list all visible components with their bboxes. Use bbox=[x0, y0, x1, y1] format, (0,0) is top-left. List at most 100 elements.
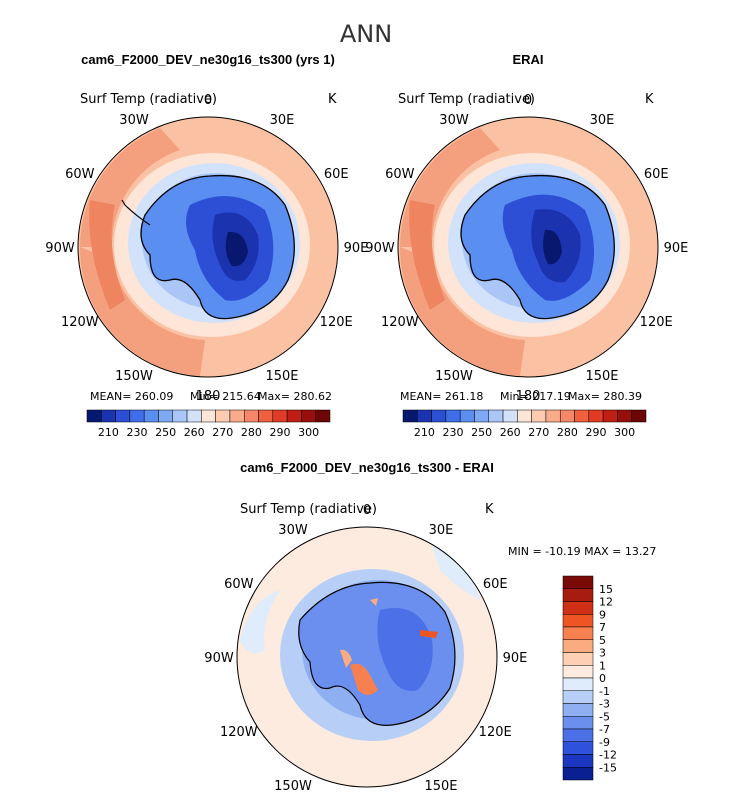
panel-b-lon-label: 120W bbox=[381, 315, 419, 330]
panel-a-units-label: K bbox=[328, 92, 337, 107]
panel-c-colorbar-cell bbox=[562, 601, 594, 615]
panel-b-lon-label: 30E bbox=[590, 113, 615, 128]
panel-a-lon-label: 30E bbox=[270, 113, 295, 128]
panel-c-lon-label: 0 bbox=[363, 503, 371, 518]
panel-c-lon-label: 120W bbox=[220, 725, 258, 740]
panel-c-units-label: K bbox=[485, 502, 494, 517]
panel-a-colorbar-tick: 210 bbox=[98, 426, 119, 439]
panel-c-colorbar-cell bbox=[562, 614, 594, 628]
panel-c-colorbar-tick: 5 bbox=[599, 634, 606, 647]
panel-a-colorbar-cell bbox=[129, 409, 145, 423]
panel-b-map bbox=[398, 117, 658, 377]
panel-a-colorbar-cell bbox=[115, 409, 131, 423]
panel-c-colorbar-cell bbox=[562, 652, 594, 666]
panel-c-colorbar-tick: 7 bbox=[599, 621, 606, 634]
panel-c-colorbar-cell bbox=[562, 703, 594, 717]
panel-b-colorbar-cell bbox=[474, 409, 490, 423]
panel-c-colorbar-tick: 1 bbox=[599, 659, 606, 672]
panel-c-colorbar-cell bbox=[562, 741, 594, 755]
panel-b-colorbar-cell bbox=[431, 409, 447, 423]
panel-c-colorbar-cell bbox=[562, 665, 594, 679]
panel-b-colorbar-cell bbox=[517, 409, 532, 423]
panel-b-lon-label: 90W bbox=[365, 241, 395, 256]
panel-c-minmax: MIN = -10.19 MAX = 13.27 bbox=[508, 545, 656, 558]
panel-b-colorbar-cell bbox=[531, 409, 547, 423]
panel-b-units-label: K bbox=[645, 92, 654, 107]
panel-b-colorbar-tick: 230 bbox=[443, 426, 464, 439]
panel-c-title: cam6_F2000_DEV_ne30g16_ts300 - ERAI bbox=[240, 460, 494, 475]
panel-c-lon-label: 30W bbox=[278, 523, 308, 538]
panel-b-colorbar-cell bbox=[545, 409, 561, 423]
panel-a-lon-label: 120E bbox=[320, 315, 353, 330]
panel-a-colorbar-cell bbox=[301, 409, 316, 423]
panel-b-colorbar-cell bbox=[574, 409, 590, 423]
panel-b-colorbar-tick: 300 bbox=[614, 426, 635, 439]
panel-c-colorbar-cell bbox=[562, 690, 594, 704]
panel-b-colorbar-cell bbox=[488, 409, 504, 423]
panel-c-variable-label: Surf Temp (radiative) bbox=[240, 502, 377, 517]
panel-a-colorbar-cell bbox=[229, 409, 245, 423]
panel-b-lon-label: 180 bbox=[516, 389, 541, 404]
panel-a-colorbar-cell bbox=[258, 409, 274, 423]
panel-b-lon-label: 30W bbox=[439, 113, 469, 128]
panel-c-colorbar-tick: -15 bbox=[599, 761, 617, 774]
panel-b-colorbar-cell bbox=[402, 409, 418, 423]
panel-a-colorbar-cell bbox=[286, 409, 302, 423]
panel-a-stat: Max= 280.62 bbox=[258, 390, 332, 403]
panel-b-colorbar-cell bbox=[559, 409, 575, 423]
panel-c-colorbar-cell bbox=[562, 716, 594, 730]
panel-a-lon-label: 150W bbox=[115, 369, 153, 384]
panel-a-lon-label: 60E bbox=[324, 167, 349, 182]
panel-c-lon-label: 150W bbox=[274, 779, 312, 794]
panel-b-colorbar-cell bbox=[602, 409, 618, 423]
panel-c-colorbar-cell bbox=[562, 639, 594, 653]
panel-b-colorbar-cell bbox=[459, 409, 475, 423]
panel-c-colorbar-cell bbox=[562, 767, 594, 781]
panel-a-colorbar-tick: 230 bbox=[127, 426, 148, 439]
panel-c-colorbar-cell bbox=[562, 677, 594, 691]
panel-b-colorbar-tick: 250 bbox=[471, 426, 492, 439]
panel-a-colorbar-cell bbox=[201, 409, 216, 423]
panel-a-colorbar-cell bbox=[143, 409, 159, 423]
panel-c-colorbar-tick: -7 bbox=[599, 723, 610, 736]
panel-c-lon-label: 120E bbox=[479, 725, 512, 740]
panel-b-stat: Min= 217.19 bbox=[500, 390, 571, 403]
panel-a-colorbar-cell bbox=[158, 409, 174, 423]
panel-b-variable-label: Surf Temp (radiative) bbox=[398, 92, 535, 107]
panel-b-colorbar-tick: 210 bbox=[414, 426, 435, 439]
panel-a-colorbar-cell bbox=[315, 409, 331, 423]
panel-b-colorbar-cell bbox=[445, 409, 461, 423]
panel-b-title: ERAI bbox=[512, 52, 543, 67]
panel-c-lon-label: 90W bbox=[204, 651, 234, 666]
panel-b-stat: MEAN= 261.18 bbox=[400, 390, 483, 403]
panel-a-lon-label: 30W bbox=[119, 113, 149, 128]
panel-a-map bbox=[78, 117, 338, 377]
panel-c-colorbar-cell bbox=[562, 575, 594, 589]
panel-c-colorbar-cell bbox=[562, 754, 594, 768]
panel-a-colorbar-tick: 300 bbox=[298, 426, 319, 439]
panel-a-colorbar-cell bbox=[172, 409, 188, 423]
panel-a-lon-label: 180 bbox=[196, 389, 221, 404]
panel-c-colorbar-tick: -12 bbox=[599, 749, 617, 762]
panel-a-colorbar-cell bbox=[186, 409, 202, 423]
panel-c-colorbar-tick: -5 bbox=[599, 710, 610, 723]
panel-b-stat: Max= 280.39 bbox=[568, 390, 642, 403]
panel-b-colorbar-cell bbox=[502, 409, 518, 423]
panel-b-lon-label: 0 bbox=[524, 93, 532, 108]
panel-a-title: cam6_F2000_DEV_ne30g16_ts300 (yrs 1) bbox=[81, 52, 335, 67]
panel-c-colorbar-tick: 9 bbox=[599, 608, 606, 621]
panel-a-colorbar-cell bbox=[101, 409, 116, 423]
panel-a-colorbar-tick: 280 bbox=[241, 426, 262, 439]
panel-b-lon-label: 60E bbox=[644, 167, 669, 182]
panel-c-colorbar-tick: 0 bbox=[599, 672, 606, 685]
panel-b-colorbar-cell bbox=[617, 409, 632, 423]
panel-b-colorbar-cell bbox=[631, 409, 647, 423]
panel-b-lon-label: 150W bbox=[435, 369, 473, 384]
panel-a-colorbar-tick: 270 bbox=[212, 426, 233, 439]
panel-c-colorbar-tick: -3 bbox=[599, 698, 610, 711]
panel-a-stat: MEAN= 260.09 bbox=[90, 390, 173, 403]
panel-a-colorbar-tick: 250 bbox=[155, 426, 176, 439]
panel-b-colorbar-tick: 260 bbox=[500, 426, 521, 439]
panel-c-colorbar-tick: 12 bbox=[599, 596, 613, 609]
panel-a-colorbar-cell bbox=[272, 409, 288, 423]
